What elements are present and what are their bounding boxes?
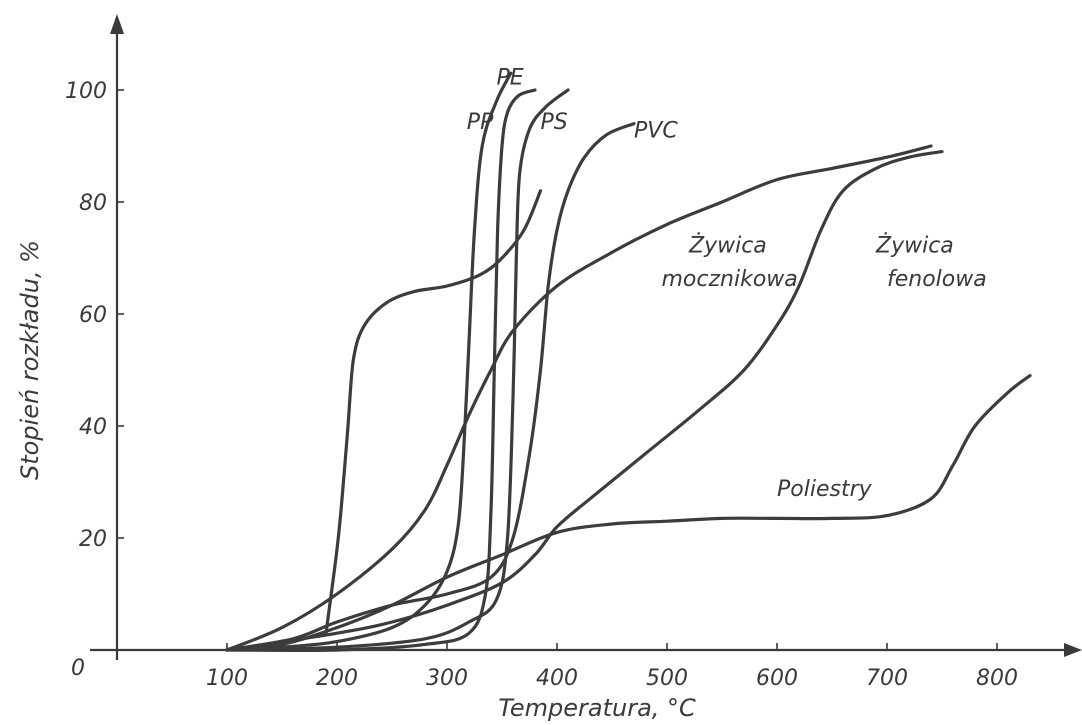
x-axis-title: Temperatura, °C [498,694,696,722]
y-axis-arrow [110,14,124,34]
x-tick-label: 200 [316,666,358,691]
y-tick-label: 20 [79,527,107,552]
series-curves [225,71,1032,652]
x-tick-label: 400 [536,666,578,691]
series-label-pe: PE [497,65,524,90]
series-label-zywica: Żywica [688,232,767,258]
y-tick-label: 60 [79,303,107,328]
y-axis-title: Stopień rozkładu, % [16,240,44,480]
series-pvc [225,122,636,652]
series-unlabeled-7 [324,189,543,635]
origin-label: 0 [71,656,85,681]
y-tick-label: 100 [65,79,107,104]
series-poliestry [225,374,1032,652]
x-tick-label: 500 [646,666,688,691]
series-ps [225,88,570,652]
x-tick-label: 300 [426,666,468,691]
y-tick-label: 40 [79,415,107,440]
x-axis-arrow [1064,643,1082,657]
series-label-mocznikowa: mocznikowa [662,267,798,292]
series-zywica-fenolowa [225,150,944,652]
series-zywica-mocznikowa [225,144,933,652]
axes [90,14,1082,660]
x-tick-label: 800 [976,666,1018,691]
x-tick-label: 100 [206,666,248,691]
x-tick-label: 700 [866,666,908,691]
series-label-pp: PP [467,110,494,135]
series-label-fenolowa: fenolowa [887,267,987,292]
series-label-pvc: PVC [634,119,678,144]
series-label-poliestry: Poliestry [777,477,873,502]
series-pe [225,88,537,652]
ticks: 100 200 300 400 500 600 700 800 20 40 60 80 100 [65,79,1018,691]
series-label-zywica: Żywica [875,232,954,258]
series-pp [225,71,513,652]
x-tick-label: 600 [756,666,798,691]
series-label-ps: PS [541,110,568,135]
y-tick-label: 80 [79,191,107,216]
